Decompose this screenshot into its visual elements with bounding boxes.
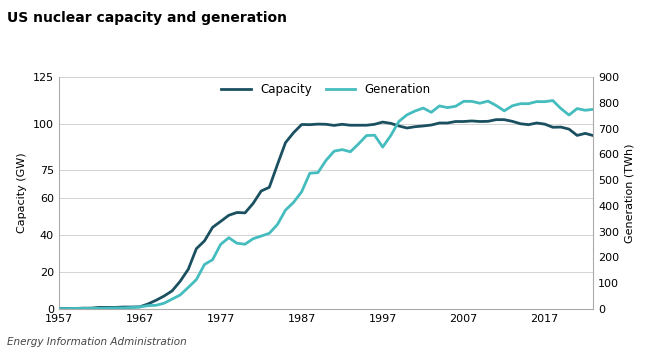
Capacity: [119, 305, 127, 309]
Generation: [136, 305, 143, 309]
Generation: [557, 106, 565, 111]
Generation: [55, 307, 63, 311]
Capacity: [273, 163, 281, 167]
Capacity: [298, 122, 306, 127]
Generation: [549, 98, 557, 102]
Capacity: [460, 119, 467, 124]
Capacity: [492, 118, 500, 122]
Capacity: [136, 305, 143, 309]
Capacity: [557, 125, 565, 129]
Capacity: [55, 306, 63, 311]
Text: US nuclear capacity and generation: US nuclear capacity and generation: [7, 11, 286, 25]
Generation: [589, 107, 597, 111]
Line: Capacity: Capacity: [59, 120, 593, 309]
Capacity: [589, 133, 597, 138]
Y-axis label: Capacity (GW): Capacity (GW): [17, 153, 27, 233]
Text: Energy Information Administration: Energy Information Administration: [7, 338, 186, 347]
Y-axis label: Generation (TWh): Generation (TWh): [625, 143, 635, 243]
Legend: Capacity, Generation: Capacity, Generation: [221, 83, 431, 96]
Line: Generation: Generation: [59, 100, 593, 309]
Generation: [460, 99, 467, 104]
Generation: [273, 223, 281, 227]
Generation: [298, 190, 306, 194]
Generation: [119, 306, 127, 310]
